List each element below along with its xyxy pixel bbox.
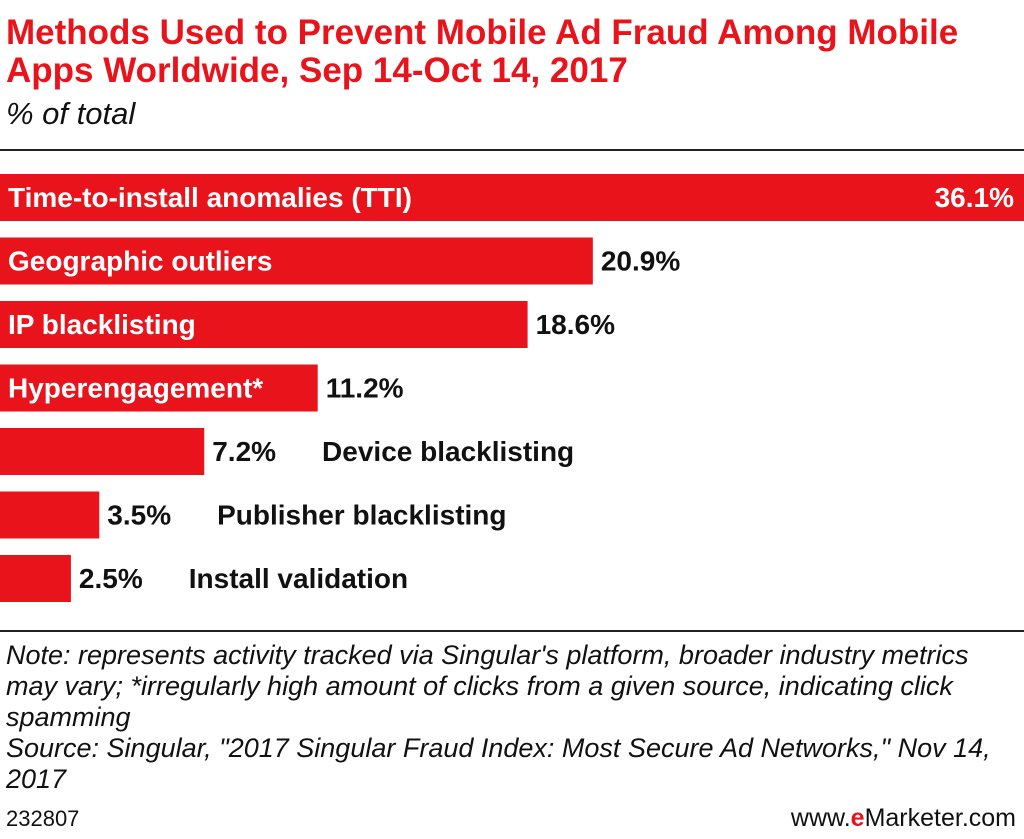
chart-id: 232807 — [6, 806, 80, 831]
category-label: Device blacklisting — [322, 436, 574, 467]
bar — [0, 237, 593, 285]
category-label: Time-to-install anomalies (TTI) — [8, 182, 412, 213]
source-text: Source: Singular, "2017 Singular Fraud I… — [6, 733, 991, 794]
value-label: 36.1% — [935, 182, 1014, 213]
bar — [0, 174, 1024, 221]
chart-notes: Note: represents activity tracked via Si… — [6, 640, 1016, 795]
category-label: Hyperengagement* — [8, 373, 263, 404]
bottom-divider — [0, 630, 1024, 632]
top-divider — [0, 149, 1024, 151]
category-label: Install validation — [189, 563, 408, 594]
bar — [0, 428, 205, 475]
bar — [0, 555, 71, 602]
chart-subtitle: % of total — [6, 96, 136, 131]
category-label: Geographic outliers — [8, 246, 273, 277]
value-label: 3.5% — [107, 500, 171, 531]
brand-em: e — [850, 804, 865, 832]
category-label: IP blacklisting — [8, 309, 196, 340]
value-label: 18.6% — [536, 309, 615, 340]
chart-title: Methods Used to Prevent Mobile Ad Fraud … — [6, 13, 959, 90]
bar — [0, 491, 100, 539]
bar — [0, 364, 318, 412]
brand-rest: Marketer.com — [864, 804, 1016, 832]
category-label: Publisher blacklisting — [217, 500, 506, 531]
note-text: Note: represents activity tracked via Si… — [6, 640, 969, 732]
bar-chart: Time-to-install anomalies (TTI) 36.1% Geog… — [0, 174, 1024, 602]
value-label: 20.9% — [601, 246, 680, 277]
brand-logo: www.eMarketer.com — [791, 804, 1016, 833]
value-label: 11.2% — [326, 373, 404, 404]
brand-prefix: www. — [790, 804, 851, 832]
value-label: 2.5% — [79, 563, 143, 594]
bar — [0, 301, 528, 348]
value-label: 7.2% — [212, 436, 276, 467]
